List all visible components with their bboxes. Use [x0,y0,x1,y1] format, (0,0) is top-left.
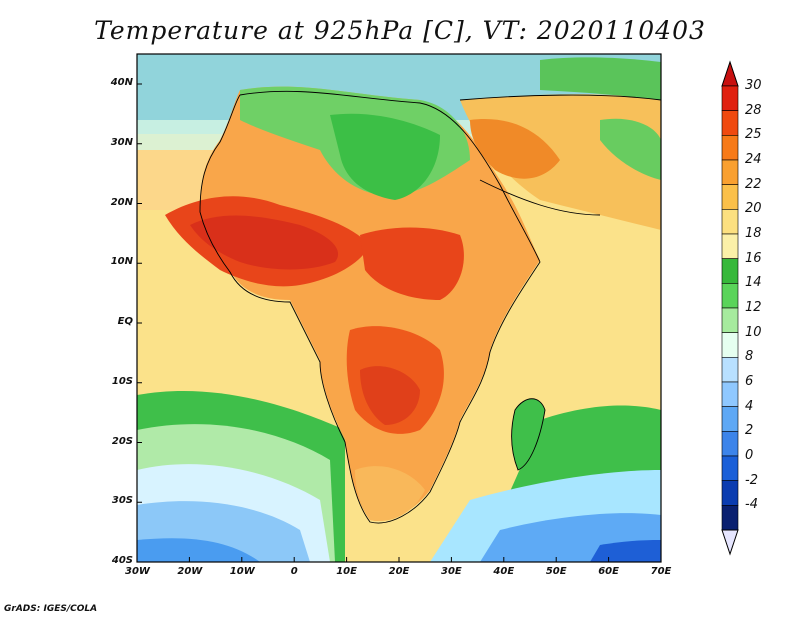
colorbar-label: 4 [745,398,754,414]
lon-label: 0 [290,566,298,577]
lat-label: 40S [111,555,133,566]
colorbar-swatch [721,431,739,457]
colorbar-swatch [721,480,739,506]
colorbar-swatch [721,85,739,111]
credit-text: GrADS: IGES/COLA [4,604,98,614]
colorbar-label: 16 [745,250,762,266]
temperature-field [137,54,661,562]
colorbar-label: -4 [745,497,758,513]
lat-label: 30N [110,136,133,148]
lon-label: 30W [125,566,150,577]
colorbar-label: 10 [745,324,762,340]
map-title: Temperature at 925hPa [C], VT: 202011040… [94,16,706,45]
colorbar-label: 14 [745,275,762,291]
colorbar-swatch [721,381,739,407]
colorbar-bottom-arrow [721,529,739,556]
lon-label: 10E [336,566,357,577]
colorbar-label: 18 [745,226,762,241]
colorbar-label: 6 [745,374,754,389]
colorbar-swatch [721,283,739,309]
colorbar-swatch [721,233,739,259]
lat-label: 20N [110,196,133,208]
colorbar-swatch [721,258,739,284]
colorbar-top-arrow [721,60,739,87]
axis-ticks [136,83,662,563]
lat-label: 20S [111,435,133,447]
colorbar-swatch [721,357,739,383]
lon-label: 20E [388,566,410,577]
lon-label: 10W [229,566,255,577]
lat-label: EQ [117,316,133,327]
colorbar-swatch [721,184,739,210]
lon-label: 20W [177,566,203,577]
lat-label: 40N [110,77,133,88]
colorbar-label: 0 [745,448,754,463]
colorbar-swatch [721,406,739,432]
lon-label: 70E [650,566,672,577]
colorbar-swatch [721,332,739,358]
colorbar-label: 8 [745,349,754,365]
colorbar-label: 25 [745,127,762,143]
colorbar-label: 12 [745,300,762,315]
colorbar-swatch [721,135,739,161]
coastlines [199,90,661,524]
colorbar-swatch [721,159,739,185]
lon-label: 50E [545,566,567,577]
colorbar-label: 30 [745,78,762,93]
colorbar-swatch [721,307,739,333]
lon-label: 30E [441,566,462,577]
colorbar-label: 22 [745,176,762,192]
colorbar [721,60,739,556]
colorbar-swatch [721,505,739,531]
lon-label: 60E [598,566,619,577]
lon-label: 40E [493,566,515,577]
lat-label: 10S [111,375,133,387]
lat-label: 10N [110,256,133,268]
lat-label: 30S [111,495,133,507]
colorbar-label: 28 [745,102,762,118]
colorbar-swatch [721,455,739,481]
colorbar-label: 20 [745,201,762,217]
colorbar-label: 2 [745,423,754,439]
colorbar-swatch [721,209,739,235]
colorbar-label: 24 [745,152,762,167]
colorbar-swatch [721,110,739,136]
colorbar-label: -2 [745,472,758,488]
